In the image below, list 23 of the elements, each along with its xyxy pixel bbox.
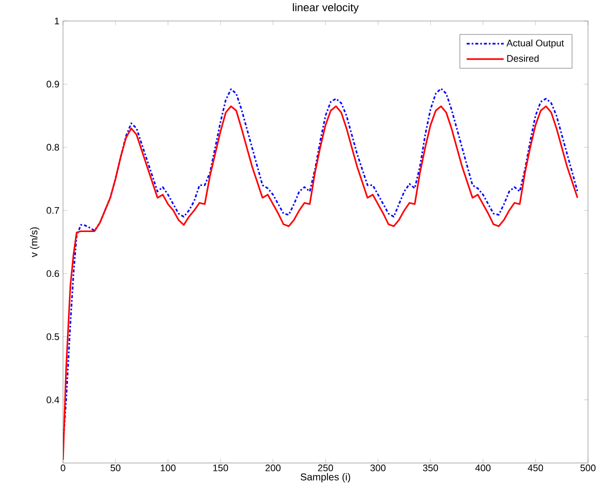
x-tick-label: 400 (475, 464, 491, 472)
y-tick-label: 0.9 (46, 80, 60, 88)
legend-label: Desired (507, 54, 539, 62)
y-tick-label: 0.5 (46, 333, 60, 340)
y-axis-title: v (m/s) (30, 227, 40, 258)
y-tick-label: 0.7 (46, 207, 59, 214)
chart-title: linear velocity (292, 3, 359, 14)
x-tick-label: 100 (160, 464, 176, 472)
y-tick-label: 0.8 (46, 144, 60, 151)
legend-label: Actual Output (506, 39, 564, 48)
x-tick-label: 450 (528, 464, 544, 472)
x-axis-title: Samples (i) (300, 473, 350, 482)
y-tick-label: 0.6 (46, 270, 60, 277)
x-tick-label: 500 (580, 464, 596, 472)
x-tick-label: 300 (370, 464, 386, 472)
x-tick-label: 250 (318, 464, 334, 472)
y-tick-label: 0.4 (46, 396, 60, 404)
x-tick-label: 350 (422, 464, 438, 472)
x-tick-label: 50 (110, 464, 120, 472)
y-tick-label: 1 (54, 18, 59, 24)
x-tick-label: 0 (60, 464, 66, 472)
x-tick-label: 200 (266, 464, 281, 472)
x-tick-label: 150 (213, 464, 228, 472)
